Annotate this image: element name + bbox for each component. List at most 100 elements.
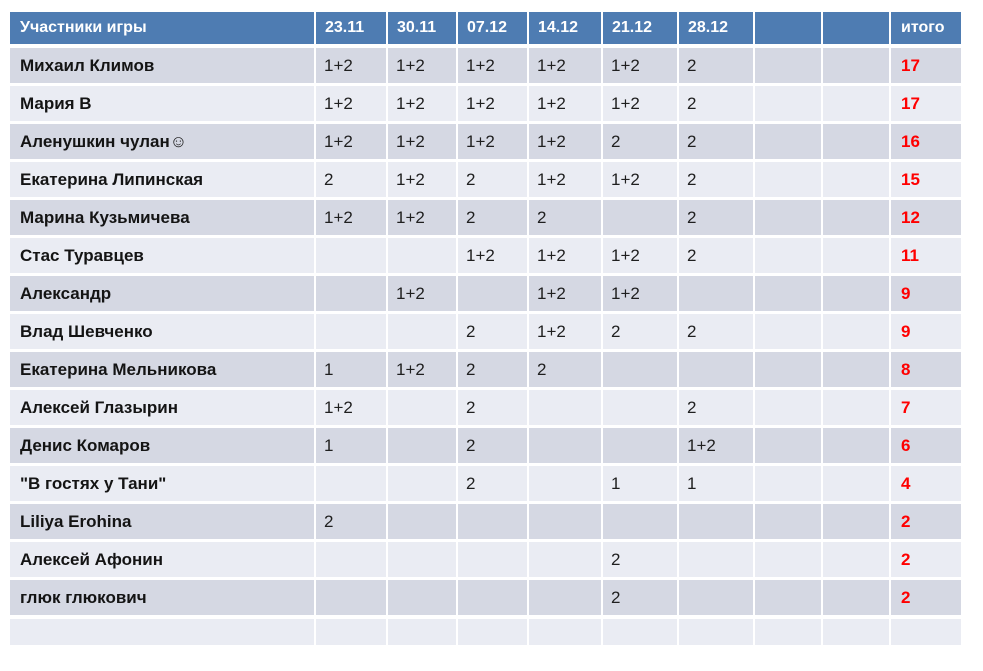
table-row: глюк глюкович 2 2 bbox=[10, 580, 961, 618]
score-cell: 2 bbox=[458, 390, 529, 428]
participant-name: Мария В bbox=[10, 86, 316, 124]
score-cell: 1+2 bbox=[458, 86, 529, 124]
score-cell: 1 bbox=[603, 466, 679, 504]
empty-cell bbox=[388, 618, 458, 648]
score-cell bbox=[679, 276, 755, 314]
empty-cell bbox=[755, 618, 823, 648]
participant-name: Марина Кузьмичева bbox=[10, 200, 316, 238]
score-cell bbox=[823, 580, 891, 618]
empty-cell bbox=[679, 618, 755, 648]
score-cell: 1+2 bbox=[529, 276, 603, 314]
table-row: Liliya Erohina 2 2 bbox=[10, 504, 961, 542]
score-cell bbox=[823, 124, 891, 162]
score-cell bbox=[755, 466, 823, 504]
participant-name: Александр bbox=[10, 276, 316, 314]
table-row: Алексей Афонин 2 2 bbox=[10, 542, 961, 580]
score-cell bbox=[388, 542, 458, 580]
score-cell: 2 bbox=[458, 314, 529, 352]
date-column-header: 23.11 bbox=[316, 12, 388, 48]
table-row: "В гостях у Тани" 2 1 1 4 bbox=[10, 466, 961, 504]
score-cell: 1+2 bbox=[388, 200, 458, 238]
score-cell bbox=[755, 314, 823, 352]
empty-cell bbox=[603, 618, 679, 648]
score-cell bbox=[316, 276, 388, 314]
score-cell: 1+2 bbox=[529, 314, 603, 352]
score-cell bbox=[755, 542, 823, 580]
score-cell bbox=[529, 504, 603, 542]
score-cell bbox=[755, 352, 823, 390]
score-cell bbox=[679, 504, 755, 542]
table-row: Денис Комаров 1 2 1+2 6 bbox=[10, 428, 961, 466]
score-cell bbox=[755, 428, 823, 466]
table-row: Аленушкин чулан☺ 1+2 1+2 1+2 1+2 2 2 16 bbox=[10, 124, 961, 162]
score-cell bbox=[529, 390, 603, 428]
score-cell bbox=[755, 390, 823, 428]
score-cell bbox=[529, 466, 603, 504]
table-row: Екатерина Липинская 2 1+2 2 1+2 1+2 2 15 bbox=[10, 162, 961, 200]
score-cell: 2 bbox=[679, 162, 755, 200]
total-cell: 9 bbox=[891, 314, 961, 352]
score-cell bbox=[388, 390, 458, 428]
participant-name: Стас Туравцев bbox=[10, 238, 316, 276]
score-cell bbox=[755, 48, 823, 86]
score-cell: 1+2 bbox=[603, 86, 679, 124]
score-cell bbox=[823, 352, 891, 390]
score-cell: 1 bbox=[316, 352, 388, 390]
score-cell bbox=[388, 580, 458, 618]
date-column-header: 28.12 bbox=[679, 12, 755, 48]
score-cell bbox=[316, 542, 388, 580]
score-cell: 2 bbox=[679, 86, 755, 124]
score-cell bbox=[823, 542, 891, 580]
score-cell bbox=[755, 124, 823, 162]
date-column-header: 21.12 bbox=[603, 12, 679, 48]
participant-name: "В гостях у Тани" bbox=[10, 466, 316, 504]
score-cell: 1+2 bbox=[388, 86, 458, 124]
empty-cell bbox=[458, 618, 529, 648]
score-cell: 2 bbox=[458, 200, 529, 238]
score-cell: 2 bbox=[316, 162, 388, 200]
score-cell: 2 bbox=[603, 314, 679, 352]
table-row: Александр 1+2 1+2 1+2 9 bbox=[10, 276, 961, 314]
participant-name: Екатерина Мельникова bbox=[10, 352, 316, 390]
score-cell bbox=[755, 580, 823, 618]
score-cell bbox=[388, 504, 458, 542]
score-cell bbox=[603, 352, 679, 390]
participants-column-header: Участники игры bbox=[10, 12, 316, 48]
participant-name: Екатерина Липинская bbox=[10, 162, 316, 200]
total-cell: 16 bbox=[891, 124, 961, 162]
table-row: Михаил Климов 1+2 1+2 1+2 1+2 1+2 2 17 bbox=[10, 48, 961, 86]
score-cell bbox=[823, 428, 891, 466]
score-cell bbox=[823, 314, 891, 352]
score-cell: 2 bbox=[458, 352, 529, 390]
total-cell: 12 bbox=[891, 200, 961, 238]
score-cell bbox=[316, 466, 388, 504]
score-cell: 2 bbox=[679, 124, 755, 162]
score-cell: 1 bbox=[316, 428, 388, 466]
score-cell bbox=[529, 428, 603, 466]
score-cell: 2 bbox=[679, 390, 755, 428]
table-body: Михаил Климов 1+2 1+2 1+2 1+2 1+2 2 17 Мария В 1+… bbox=[10, 48, 961, 648]
table-row: Мария В 1+2 1+2 1+2 1+2 1+2 2 17 bbox=[10, 86, 961, 124]
score-cell bbox=[755, 504, 823, 542]
score-cell: 2 bbox=[316, 504, 388, 542]
score-cell: 1+2 bbox=[388, 162, 458, 200]
results-table-container: Участники игры 23.11 30.11 07.12 14.12 21.12… bbox=[10, 12, 962, 648]
score-cell bbox=[458, 580, 529, 618]
score-cell: 1+2 bbox=[388, 276, 458, 314]
score-cell: 2 bbox=[529, 352, 603, 390]
participant-name: Liliya Erohina bbox=[10, 504, 316, 542]
date-column-header: 07.12 bbox=[458, 12, 529, 48]
participant-name: Аленушкин чулан☺ bbox=[10, 124, 316, 162]
total-cell: 4 bbox=[891, 466, 961, 504]
score-cell bbox=[529, 580, 603, 618]
score-cell bbox=[458, 542, 529, 580]
score-cell bbox=[316, 238, 388, 276]
participant-name: Денис Комаров bbox=[10, 428, 316, 466]
total-cell: 17 bbox=[891, 48, 961, 86]
score-cell: 2 bbox=[529, 200, 603, 238]
score-cell: 1+2 bbox=[603, 162, 679, 200]
score-cell bbox=[458, 504, 529, 542]
score-cell bbox=[603, 428, 679, 466]
empty-cell bbox=[316, 618, 388, 648]
score-cell: 1+2 bbox=[529, 86, 603, 124]
